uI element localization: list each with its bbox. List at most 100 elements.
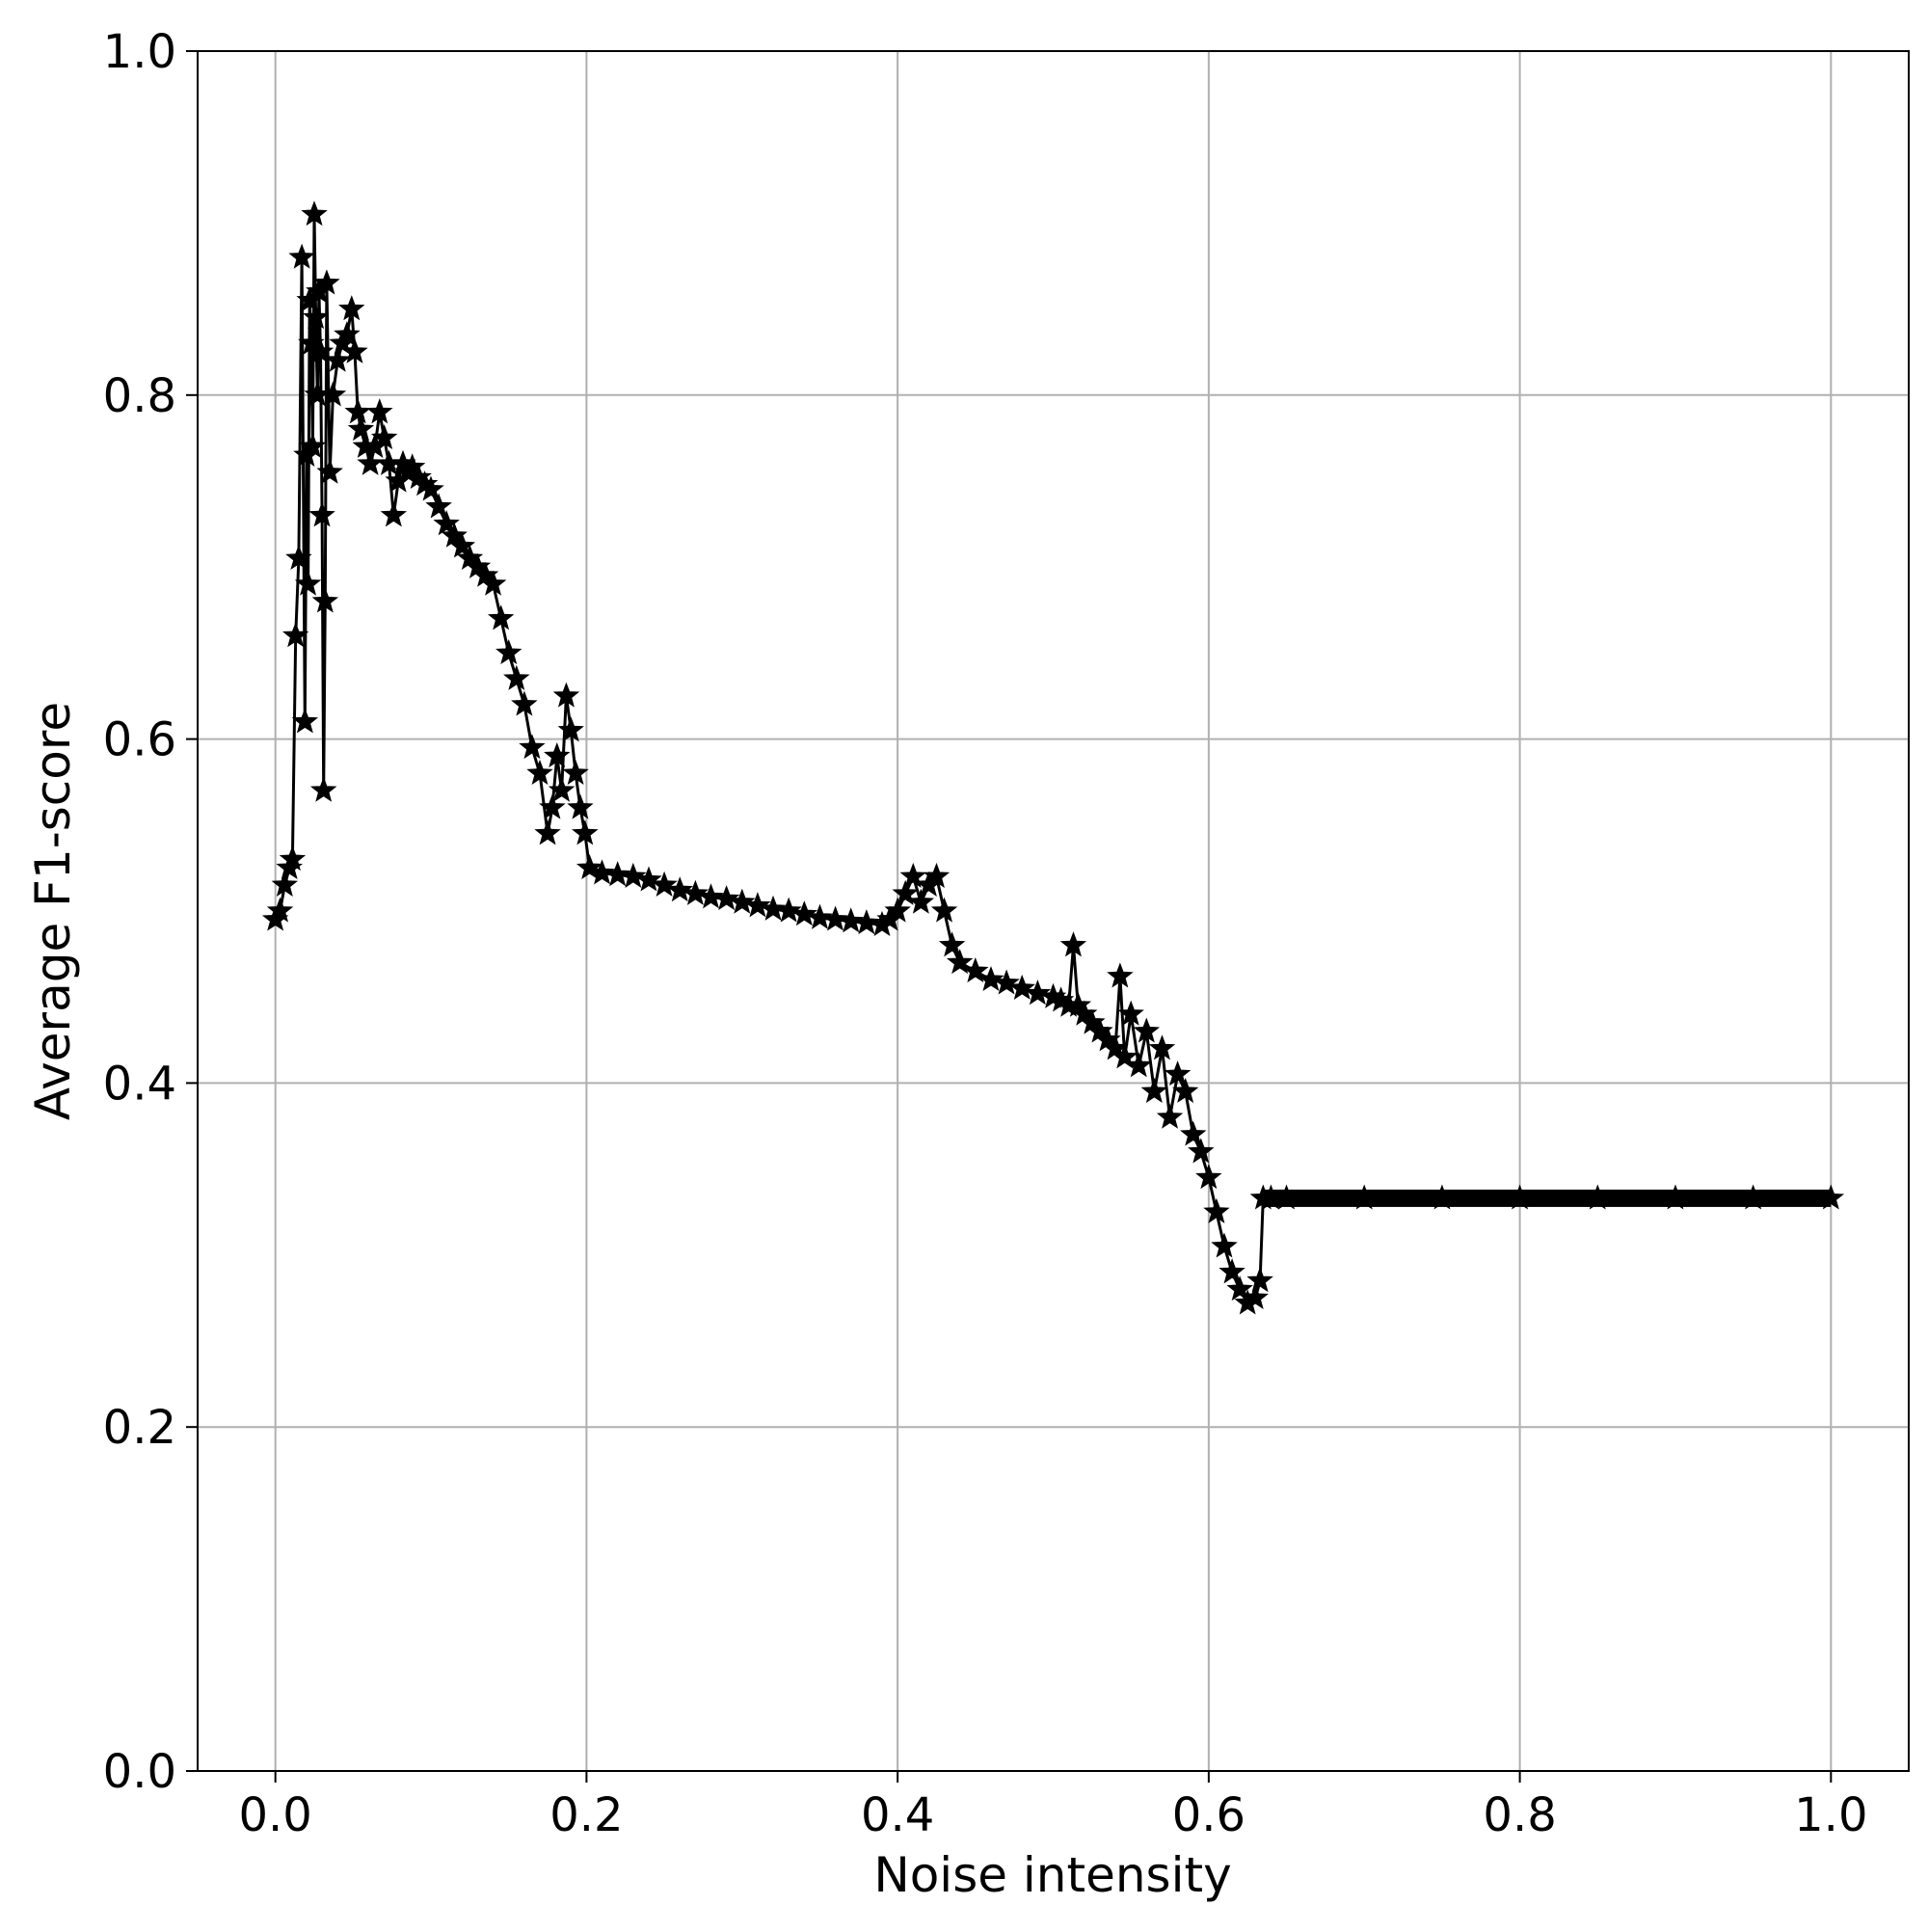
data-point-star: [548, 776, 576, 802]
data-point-star: [651, 871, 678, 897]
y-tick-label: 0.6: [103, 713, 176, 767]
data-point-star: [1188, 1138, 1215, 1164]
data-point-star: [324, 346, 351, 372]
x-tick-label: 0.4: [861, 1788, 934, 1842]
y-tick-label: 0.8: [103, 369, 176, 423]
data-point-star: [1148, 1034, 1176, 1060]
data-point-star: [567, 793, 594, 819]
data-point-star: [341, 337, 368, 363]
data-point-star: [271, 871, 299, 897]
data-point-star: [1203, 1197, 1230, 1223]
plot-frame: [197, 50, 1910, 1772]
x-tick-label: 0.2: [549, 1788, 623, 1842]
data-point-star: [572, 819, 599, 845]
data-point-star: [930, 897, 958, 923]
data-point-star: [309, 776, 337, 802]
data-point-star: [806, 903, 834, 929]
data-point-star: [495, 638, 522, 665]
data-point-star: [1218, 1258, 1245, 1284]
data-point-star: [544, 741, 571, 768]
axis-ticks: 0.0 0.2 0.4 0.6 0.8 1.0 0.0 0.2 0.4 0.6 0.8 1.0: [103, 25, 1868, 1842]
x-tick-label: 1.0: [1794, 1788, 1867, 1842]
data-point-star: [1117, 1000, 1144, 1026]
data-point-star: [338, 295, 365, 321]
data-point-star: [635, 866, 662, 892]
data-point-star: [1024, 979, 1052, 1006]
data-point-star: [299, 432, 327, 458]
data-point-star: [588, 859, 616, 885]
y-tick-label: 0.4: [103, 1057, 176, 1111]
data-point-star: [977, 965, 1004, 992]
data-point-star: [1156, 1103, 1184, 1129]
data-point-star: [620, 862, 647, 888]
data-point-star: [603, 861, 631, 887]
data-point-star: [682, 879, 710, 905]
data-point-star: [1125, 1052, 1152, 1078]
data-point-star: [712, 885, 740, 911]
x-tick-label: 0.8: [1483, 1788, 1556, 1842]
data-point-star: [1140, 1077, 1168, 1103]
data-point-star: [307, 337, 335, 363]
x-tick-label: 0.0: [239, 1788, 312, 1842]
data-point-star: [576, 853, 603, 880]
data-point-star: [441, 522, 468, 548]
data-point-star: [319, 381, 347, 407]
data-point-star: [366, 398, 393, 424]
data-point-star: [1107, 962, 1134, 988]
data-point-star: [398, 453, 426, 479]
data-point-star: [433, 510, 460, 536]
data-point-star: [519, 734, 546, 760]
data-point-star: [666, 876, 693, 902]
data-point-star: [479, 570, 507, 596]
data-point-star: [1171, 1077, 1199, 1103]
y-tick-label: 0.0: [103, 1745, 176, 1799]
data-point-star: [993, 969, 1020, 995]
data-point-star: [539, 793, 566, 819]
data-point-star: [1111, 1043, 1138, 1069]
data-point-star: [1180, 1120, 1207, 1146]
data-point-star: [838, 907, 865, 933]
y-tick-label: 1.0: [103, 25, 176, 79]
data-point-star: [907, 888, 935, 914]
data-point-star: [1211, 1232, 1238, 1258]
data-point-star: [448, 532, 476, 558]
dense-marker-band: [1263, 1189, 1832, 1207]
data-point-star: [938, 931, 966, 957]
y-tick-label: 0.2: [103, 1401, 176, 1455]
data-point-star: [744, 892, 771, 918]
data-point-star: [311, 587, 339, 613]
data-point-star: [294, 570, 322, 596]
data-point-star: [1059, 931, 1087, 957]
data-point-star: [790, 900, 818, 926]
data-point-star: [899, 862, 926, 888]
data-point-star: [821, 905, 849, 931]
data-point-star: [347, 416, 375, 442]
data-point-star: [1242, 1283, 1269, 1310]
data-point-star: [281, 622, 309, 648]
data-point-star: [301, 201, 328, 227]
data-point-star: [562, 759, 589, 785]
data-point-star: [1008, 974, 1035, 1000]
data-point-star: [962, 956, 989, 983]
x-axis-label: Noise intensity: [873, 1847, 1231, 1903]
data-point-star: [526, 759, 553, 785]
data-point-star: [853, 909, 880, 935]
data-point-star: [557, 716, 584, 742]
data-point-star: [380, 501, 408, 527]
data-point-star: [534, 819, 561, 845]
data-point-star: [946, 949, 974, 975]
data-point-star: [1226, 1275, 1253, 1301]
x-tick-label: 0.6: [1172, 1788, 1245, 1842]
data-point-star: [308, 501, 335, 527]
data-point-star: [1133, 1017, 1161, 1043]
data-point-star: [266, 897, 294, 923]
y-axis-label: Average F1-score: [25, 702, 81, 1120]
series-layer: [261, 201, 1845, 1315]
data-point-star: [1164, 1060, 1192, 1087]
data-point-star: [302, 304, 330, 330]
data-point-star: [1246, 1267, 1273, 1293]
data-point-star: [417, 475, 444, 501]
data-point-star: [775, 897, 802, 923]
